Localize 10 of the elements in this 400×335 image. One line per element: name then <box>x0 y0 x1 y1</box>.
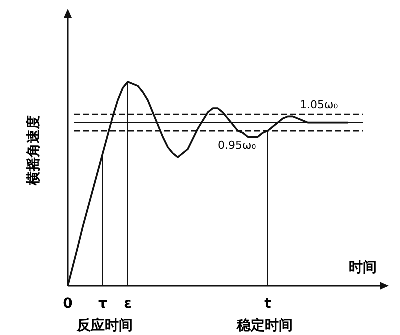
ref-line-label: 0.95ω₀ <box>218 138 257 152</box>
ref-line-label: 1.05ω₀ <box>300 98 339 112</box>
text: 稳定时间 <box>236 317 293 334</box>
y-axis-title: 横摇角速度 <box>25 116 42 186</box>
x-tick-label: t <box>264 296 272 312</box>
text: 反应时间 <box>76 317 133 334</box>
x-tick-label: ε <box>124 296 132 312</box>
x-tick-label: τ <box>98 296 108 312</box>
x-axis-title: 时间 <box>349 260 377 276</box>
x-tick-label: 0 <box>63 296 74 312</box>
